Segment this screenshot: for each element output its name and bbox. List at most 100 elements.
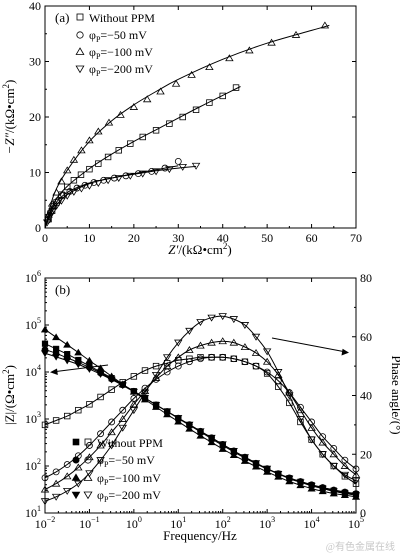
bode-point-5	[318, 438, 327, 446]
nyquist-point-3	[165, 166, 174, 174]
nyquist-point-0	[115, 147, 122, 154]
nyquist-point-2	[85, 136, 94, 144]
bode-point-4	[207, 438, 216, 446]
nyquist-point-3	[85, 182, 94, 190]
nyquist-point-2	[77, 146, 86, 154]
bode-fit-line-5	[44, 340, 357, 490]
bode-point-3	[252, 362, 260, 370]
bode-point-5	[140, 387, 150, 395]
bode-point-3	[97, 430, 104, 438]
bode-left-y-tick-label: 106	[25, 269, 41, 285]
bode-left-y-tick-label: 101	[25, 504, 41, 520]
bode-point-6	[318, 485, 327, 493]
nyquist-point-0	[127, 140, 134, 147]
bode-point-5	[107, 428, 116, 436]
nyquist-point-3	[69, 188, 79, 196]
bode-point-5	[218, 337, 227, 345]
bode-point-1	[341, 473, 349, 480]
bode-point-4	[218, 445, 227, 452]
legend-marker-circle	[76, 31, 84, 39]
nyquist-x-axis-label: Z′/(kΩ•cm2)	[168, 241, 231, 257]
bode-point-7	[207, 314, 216, 322]
bode-right-y-axis-label: Phase angle/(°)	[389, 355, 400, 434]
bode-point-3	[208, 353, 215, 361]
bode-x-tick-label: 103	[259, 515, 275, 531]
bode-x-tick-label: 100	[126, 515, 142, 531]
bode-point-7	[74, 480, 83, 488]
bode-right-y-tick-label: 60	[360, 330, 372, 344]
bode-point-3	[241, 358, 249, 366]
bode-point-6	[296, 479, 305, 487]
bode-point-4	[74, 348, 83, 356]
nyquist-point-2	[267, 38, 276, 46]
bode-point-1	[97, 393, 104, 401]
bode-point-5	[162, 362, 172, 370]
bode-point-3	[141, 384, 149, 392]
nyquist-point-1	[46, 209, 54, 216]
bode-point-7	[274, 369, 283, 376]
legend-marker-square-filled	[72, 438, 80, 446]
bode-point-5	[296, 406, 305, 414]
bode-point-3	[63, 461, 71, 468]
bode-point-3	[119, 406, 127, 414]
legend-marker-triangle-down-filled	[71, 491, 81, 500]
bode-point-7	[251, 333, 261, 341]
nyquist-x-tick-label: 40	[217, 231, 229, 245]
legend-label-200mv: φP=−200 mV	[89, 62, 153, 78]
bode-fit-line-7	[44, 315, 357, 502]
nyquist-point-2	[57, 177, 66, 185]
nyquist-point-3	[62, 192, 72, 200]
bode-point-3	[197, 355, 204, 363]
legend-marker-square-open	[84, 438, 92, 446]
bode-point-1	[52, 417, 60, 424]
nyquist-point-2	[187, 70, 196, 78]
bode-fit-line-2	[44, 349, 357, 494]
nyquist-point-2	[291, 30, 301, 38]
nyquist-point-1	[90, 179, 98, 186]
bode-x-tick-label: 10−2	[35, 515, 56, 531]
nyquist-x-ticks: 0 10 20 30 40 50 60 70	[42, 6, 362, 245]
nyquist-data-points	[42, 21, 330, 227]
legend-label-without-ppm: Without PPM	[89, 11, 155, 25]
nyquist-point-0	[232, 84, 240, 91]
legend-label-100mv: φP=−100 mV	[89, 45, 153, 61]
bode-point-7	[340, 471, 350, 479]
bode-point-5	[262, 357, 272, 365]
nyquist-fit-curves	[44, 24, 330, 229]
bode-point-6	[129, 388, 138, 396]
bode-left-y-tick-label: 102	[25, 457, 41, 473]
nyquist-point-2	[52, 188, 61, 196]
bode-point-1	[41, 421, 49, 429]
bode-point-7	[351, 477, 361, 485]
nyquist-x-tick-label: 0	[42, 231, 48, 245]
bode-point-7	[85, 470, 94, 478]
bode-plot-panel: 10−2 10−1 100 101 102 103 104 105 1011021031041…	[1, 269, 400, 543]
bode-point-6	[263, 465, 272, 473]
nyquist-point-2	[245, 46, 254, 54]
bode-point-3	[186, 358, 193, 366]
bode-point-7	[107, 442, 116, 450]
nyquist-point-1	[134, 170, 142, 178]
bode-point-7	[40, 498, 50, 506]
nyquist-point-2	[69, 155, 79, 163]
bode-point-5	[129, 400, 139, 408]
bode-point-6	[274, 471, 283, 478]
bode-point-3	[108, 418, 116, 426]
bode-point-1	[86, 401, 93, 408]
nyquist-point-2	[116, 110, 125, 118]
bode-point-6	[107, 376, 116, 384]
nyquist-point-0	[166, 120, 173, 127]
watermark-text: @有色金属在线	[326, 540, 395, 553]
bode-plot-frame	[44, 277, 357, 514]
bode-point-6	[174, 415, 183, 422]
bode-point-7	[51, 493, 61, 501]
nyquist-point-3	[57, 197, 66, 205]
bode-point-6	[285, 475, 294, 483]
bode-point-7	[229, 316, 239, 324]
bode-left-y-tick-label: 104	[25, 363, 41, 379]
bode-point-7	[307, 436, 316, 444]
nyquist-point-0	[77, 171, 85, 178]
nyquist-y-axis-label: −Z″/(kΩ•cm2)	[1, 80, 17, 155]
nyquist-point-0	[219, 92, 226, 100]
